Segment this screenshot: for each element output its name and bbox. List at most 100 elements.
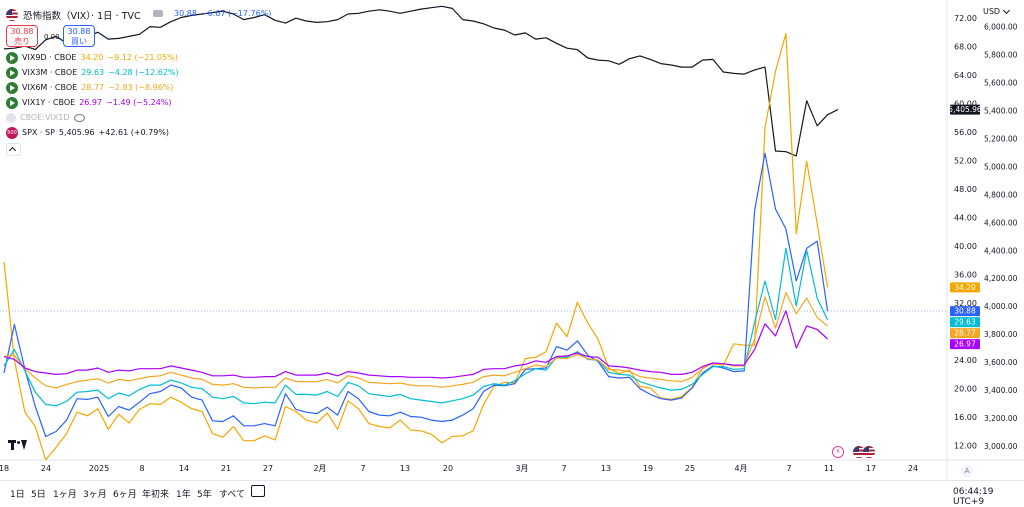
timeframe-1y[interactable]: 1年 <box>176 490 191 500</box>
vix3m-line[interactable] <box>3 247 829 407</box>
price-badge-label: 28.77 <box>954 329 976 338</box>
y2-tick-label: 3,200.00 <box>984 414 1018 423</box>
y-tick-label: 56.00 <box>954 128 977 137</box>
x-tick-label: 2025 <box>89 464 109 473</box>
y2-tick-label: 3,000.00 <box>984 442 1018 451</box>
price-badge-label: 26.97 <box>954 340 976 349</box>
y2-tick-label: 4,000.00 <box>984 302 1018 311</box>
legend-value: 28.77 <box>81 83 105 92</box>
header-quote: 30.88 −6.67 (−17.76%) <box>174 9 271 18</box>
price-badge <box>950 339 980 350</box>
y-tick-label: 32.00 <box>954 299 977 308</box>
vix1y-line[interactable] <box>3 310 829 379</box>
y-tick-label: 12.00 <box>954 442 977 451</box>
y-tick-label: 52.00 <box>954 156 977 165</box>
visibility-icon[interactable] <box>6 96 18 109</box>
price-badge <box>950 104 980 115</box>
date-range-icon[interactable] <box>251 485 265 497</box>
hidden-dot-icon <box>6 112 16 123</box>
clock[interactable]: 06:44:19 UTC+9 <box>953 487 994 507</box>
y2-tick-label: 4,400.00 <box>984 246 1018 255</box>
legend-symbol: VIX6M · CBOE <box>22 83 78 92</box>
tradingview-logo-icon[interactable] <box>8 440 27 450</box>
x-tick-label: 24 <box>41 464 51 473</box>
y2-tick-label: 4,200.00 <box>984 274 1018 283</box>
economic-event-icon[interactable] <box>853 446 865 458</box>
legend-item-spx[interactable]: 500 SPX · SP 5,405.96 +42.61 (+0.79%) <box>6 126 169 139</box>
economic-event-icon[interactable] <box>863 446 875 458</box>
legend-change: −1.49 (−5.24%) <box>106 98 172 107</box>
us-flag-icon <box>853 446 865 458</box>
vix9d-line[interactable] <box>3 32 829 461</box>
legend-item-vix9d[interactable]: VIX9D · CBOE 34.20 −9.12 (−21.05%) <box>6 51 178 64</box>
x-tick-label: 8 <box>139 464 144 473</box>
x-tick-label: 17 <box>866 464 876 473</box>
x-tick-label: 21 <box>221 464 231 473</box>
sell-button[interactable]: 30.88 売り <box>6 25 38 47</box>
legend-item-vix3m[interactable]: VIX3M · CBOE 29.63 −4.28 (−12.62%) <box>6 66 179 79</box>
y-tick-label: 40.00 <box>954 242 977 251</box>
timeframe-1d[interactable]: 1日 <box>10 490 25 500</box>
legend-change: −9.12 (−21.05%) <box>107 53 178 62</box>
y2-tick-label: 3,800.00 <box>984 330 1018 339</box>
price-badge-label: 5,405.96 <box>948 105 982 114</box>
x-tick-label: 25 <box>685 464 695 473</box>
x-tick-label: 13 <box>400 464 410 473</box>
y2-tick-label: 3,600.00 <box>984 358 1018 367</box>
eye-icon[interactable] <box>73 113 85 122</box>
legend-symbol: VIX9D · CBOE <box>22 53 77 62</box>
x-tick-label: 24 <box>908 464 918 473</box>
auto-scale-button[interactable]: A <box>961 465 973 477</box>
x-tick-label: 7 <box>786 464 791 473</box>
visibility-icon[interactable] <box>6 81 18 94</box>
timeframe-all[interactable]: すべて <box>219 490 246 500</box>
legend-value: 26.97 <box>79 98 103 107</box>
chevron-down-icon <box>1003 6 1011 14</box>
y-tick-label: 48.00 <box>954 185 977 194</box>
vix6m-line[interactable] <box>3 291 828 389</box>
y2-tick-label: 5,200.00 <box>984 134 1018 143</box>
spx-change: +42.61 (+0.79%) <box>98 128 170 137</box>
y-tick-label: 24.00 <box>954 356 977 365</box>
timeframe-1m[interactable]: 1ヶ月 <box>53 490 77 500</box>
price-badge <box>950 282 980 293</box>
legend-item-hidden[interactable]: CBOE:VIX1D <box>6 111 85 124</box>
chevron-up-icon <box>8 146 17 155</box>
x-tick-label: 7 <box>360 464 365 473</box>
y2-tick-label: 6,000.00 <box>984 23 1018 32</box>
chart-title[interactable]: 恐怖指数（VIX）· 1日 · TVC <box>23 11 141 22</box>
sell-label: 売り <box>14 37 30 46</box>
legend-item-vix1y[interactable]: VIX1Y · CBOE 26.97 −1.49 (−5.24%) <box>6 96 172 109</box>
currency-selector[interactable]: USD <box>983 6 1011 16</box>
legend-item-vix6m[interactable]: VIX6M · CBOE 28.77 −2.83 (−8.96%) <box>6 81 174 94</box>
spx-line[interactable] <box>3 5 839 157</box>
collapse-icon[interactable] <box>153 10 163 17</box>
timeframe-3m[interactable]: 3ヶ月 <box>83 490 107 500</box>
visibility-icon[interactable] <box>6 66 18 79</box>
timeframe-5y[interactable]: 5年 <box>197 490 212 500</box>
x-tick-label: 11 <box>824 464 834 473</box>
spread-value: 0.00 <box>44 33 60 41</box>
vix-line[interactable] <box>3 152 829 438</box>
y-tick-label: 36.00 <box>954 271 977 280</box>
dividend-event-icon[interactable]: ⚡ <box>832 446 844 458</box>
y-tick-label: 16.00 <box>954 413 977 422</box>
collapse-legend-button[interactable] <box>6 143 21 156</box>
x-tick-label: 14 <box>179 464 189 473</box>
legend-change: −4.28 (−12.62%) <box>108 68 179 77</box>
visibility-icon[interactable] <box>6 51 18 64</box>
timeframe-5d[interactable]: 5日 <box>31 490 46 500</box>
y2-tick-label: 5,000.00 <box>984 162 1018 171</box>
y2-tick-label: 4,800.00 <box>984 190 1018 199</box>
us-flag-icon <box>863 446 875 458</box>
buy-button[interactable]: 30.88 買い <box>63 25 95 47</box>
price-badge <box>950 328 980 339</box>
currency-label: USD <box>983 7 1001 16</box>
y-tick-label: 72.00 <box>954 14 977 23</box>
x-tick-label: 27 <box>263 464 273 473</box>
y2-tick-label: 5,600.00 <box>984 78 1018 87</box>
timeframe-ytd[interactable]: 年初来 <box>142 490 170 500</box>
timeframe-6m[interactable]: 6ヶ月 <box>113 490 137 500</box>
chart-canvas[interactable]: 72.00 68.00 64.00 60.00 56.00 52.00 48.00 44.00… <box>0 0 1024 480</box>
price-badge <box>950 306 980 317</box>
